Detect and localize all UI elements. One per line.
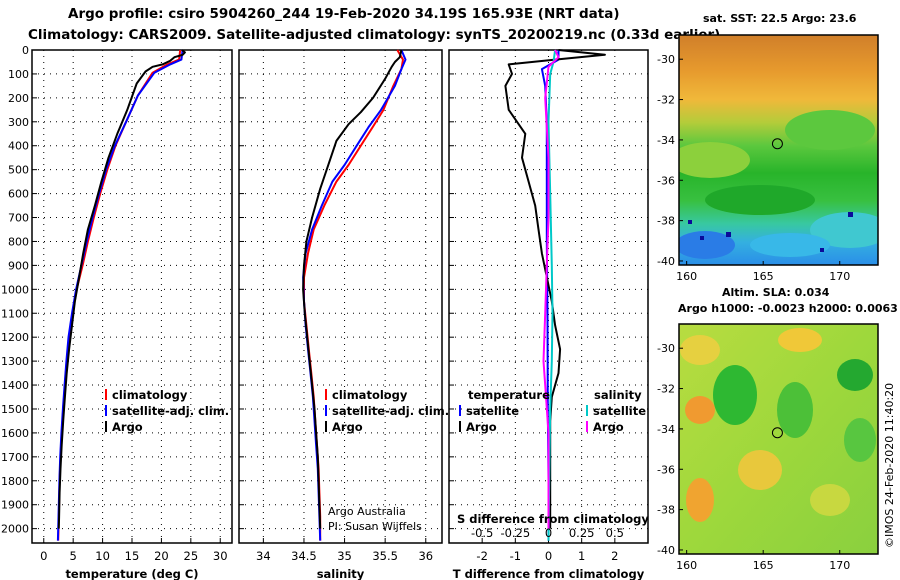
y-tick-label: 1000 [1,283,29,296]
x-tick-label: 25 [184,549,199,563]
y-tick-label: 700 [8,212,29,225]
x-tick-label: 10 [95,549,110,563]
argo-float-marker [771,427,783,439]
y-tick-label: 1100 [1,307,29,320]
y-tick-label: 100 [8,68,29,81]
pi-label: PI: Susan Wijffels [328,520,422,533]
map-x-tick-label: 165 [753,559,774,572]
map-x-tick-label: 160 [676,559,697,572]
x-tick-label: -1 [510,549,521,563]
map-y-tick-label: -36 [657,174,675,187]
x-tick-label: 35 [337,549,352,563]
series-line-salinity-argo [542,49,560,529]
map-y-tick-label: -40 [657,544,675,557]
sla-map-frame [678,323,879,555]
top-tick-label: -0.5 [471,526,493,540]
x-tick-label: 1 [578,549,585,563]
x-tick-label: 5 [70,549,77,563]
y-tick-label: 2000 [1,523,29,536]
y-tick-label: 500 [8,164,29,177]
credit-label: Argo Australia [328,505,406,518]
x-tick-label: 0 [40,549,47,563]
legend-label: climatology [112,388,188,402]
legend-label: Argo [112,420,143,434]
legend-label: Argo [593,420,624,434]
sst-map-title: sat. SST: 22.5 Argo: 23.6 [703,12,857,25]
y-tick-label: 300 [8,116,29,129]
legend-label: satellite [466,404,519,418]
map-y-tick-label: -30 [657,342,675,355]
x-tick-label: 34 [256,549,271,563]
top-tick-label: 0.5 [606,526,624,540]
y-tick-label: 1800 [1,475,29,488]
map-y-tick-label: -34 [657,134,675,147]
x-tick-label: 30 [213,549,228,563]
x-tick-label: 20 [154,549,169,563]
y-tick-label: 1200 [1,331,29,344]
x-tick-label: 0 [545,549,552,563]
legend-header: temperature [468,388,550,402]
y-tick-label: 1300 [1,355,29,368]
salinity-panel [238,49,443,544]
map-y-tick-label: -40 [657,255,675,268]
x-tick-label: 35.5 [372,549,398,563]
legend-header: salinity [594,388,642,402]
map-y-tick-label: -36 [657,463,675,476]
series-line-argo [57,49,186,529]
x-tick-label: 15 [125,549,140,563]
map-x-tick-label: 170 [829,559,850,572]
y-tick-label: 600 [8,188,29,201]
map-y-tick-label: -30 [657,53,675,66]
x-tick-label: -2 [476,549,487,563]
map-y-tick-label: -32 [657,383,675,396]
imos-timestamp: ©IMOS 24-Feb-2020 11:40:20 [883,383,896,548]
map-x-tick-label: 165 [753,270,774,283]
sla-map-title: Altim. SLA: 0.034 [722,286,830,299]
x-axis-label: salinity [317,567,365,580]
map-y-tick-label: -34 [657,423,675,436]
x-axis-label: temperature (deg C) [65,567,198,580]
y-tick-label: 400 [8,140,29,153]
y-tick-label: 1400 [1,379,29,392]
top-axis-label: S difference from climatology [457,512,649,526]
legend-label: climatology [332,388,408,402]
legend-label: satellite-adj. clim. [112,404,229,418]
y-tick-label: 1900 [1,499,29,512]
y-tick-label: 1700 [1,451,29,464]
top-tick-label: 0 [545,526,552,540]
chart-title-line2: Climatology: CARS2009. Satellite-adjuste… [28,27,721,43]
legend-label: satellite [593,404,646,418]
y-tick-label: 200 [8,92,29,105]
sst-map-image [679,35,878,265]
argo-float-marker [771,138,783,150]
sst-map-frame [678,34,879,266]
top-tick-label: -0.25 [500,526,530,540]
y-tick-label: 0 [22,44,29,57]
map-y-tick-label: -38 [657,215,675,228]
chart-title-line1: Argo profile: csiro 5904260_244 19-Feb-2… [68,6,620,22]
legend-label: satellite-adj. clim. [332,404,449,418]
series-line-salinity-satellite [547,49,557,541]
x-tick-label: 36 [418,549,433,563]
x-axis-label: T difference from climatology [453,567,645,580]
map-y-tick-label: -38 [657,504,675,517]
sla-map-subtitle: Argo h1000: -0.0023 h2000: 0.0063 [678,302,898,315]
sla-map-image [679,324,878,554]
legend-label: Argo [466,420,497,434]
series-line-argo [302,49,403,529]
y-tick-label: 1600 [1,427,29,440]
y-tick-label: 900 [8,259,29,272]
y-tick-label: 1500 [1,403,29,416]
legend-label: Argo [332,420,363,434]
map-y-tick-label: -32 [657,94,675,107]
y-tick-label: 800 [8,235,29,248]
map-x-tick-label: 160 [676,270,697,283]
x-tick-label: 34.5 [291,549,317,563]
top-tick-label: 0.25 [569,526,595,540]
map-x-tick-label: 170 [829,270,850,283]
x-tick-label: 2 [611,549,618,563]
